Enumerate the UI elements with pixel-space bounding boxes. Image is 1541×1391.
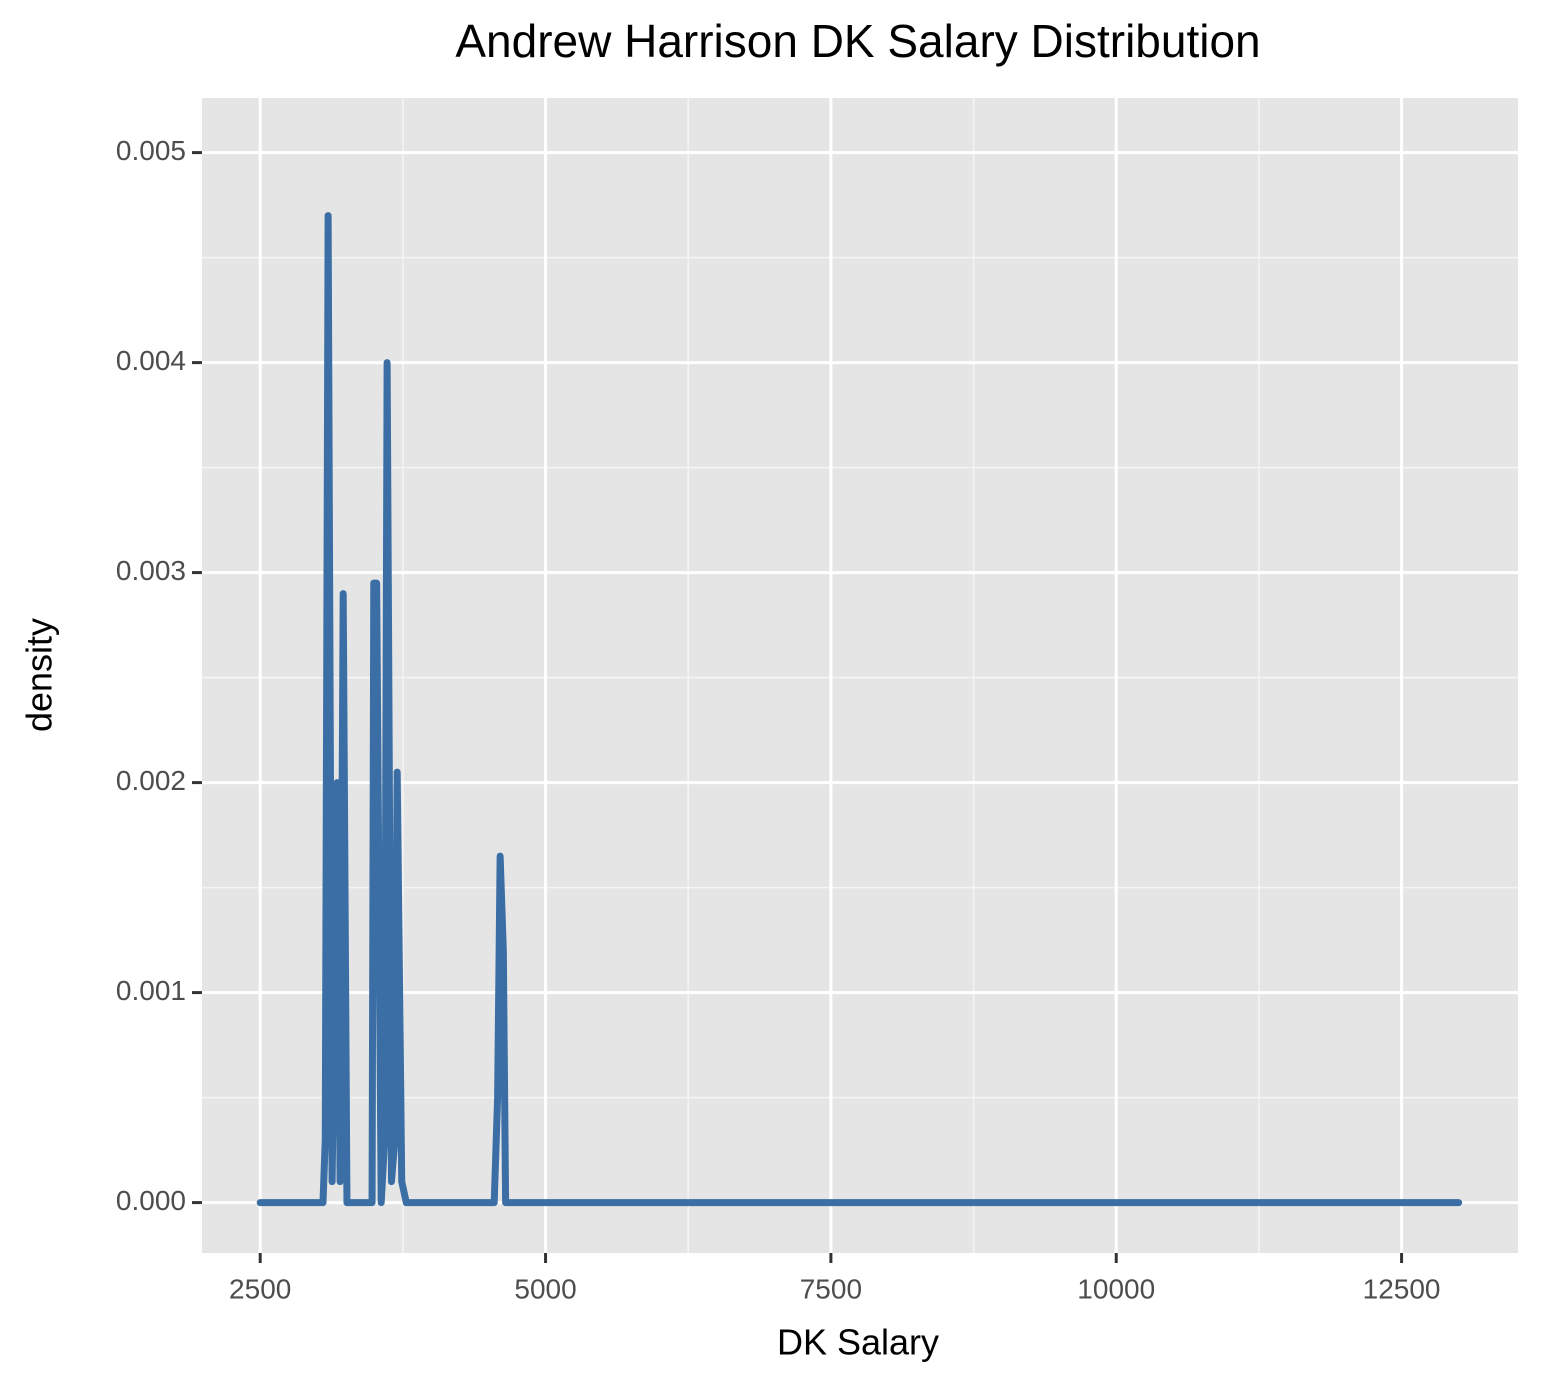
x-tick-label: 10000 — [1077, 1273, 1155, 1304]
x-axis-title: DK Salary — [777, 1322, 939, 1363]
x-tick-label: 2500 — [229, 1273, 291, 1304]
x-tick-label: 7500 — [800, 1273, 862, 1304]
x-tick-label: 12500 — [1363, 1273, 1441, 1304]
y-tick-label: 0.001 — [116, 975, 186, 1006]
y-tick-label: 0.002 — [116, 765, 186, 796]
y-tick-label: 0.005 — [116, 135, 186, 166]
y-tick-label: 0.000 — [116, 1185, 186, 1216]
x-tick-label: 5000 — [514, 1273, 576, 1304]
y-tick-label: 0.003 — [116, 555, 186, 586]
density-line — [256, 212, 1463, 1207]
y-tick-label: 0.004 — [116, 345, 186, 376]
panel — [202, 98, 1518, 1253]
chart-title: Andrew Harrison DK Salary Distribution — [455, 15, 1260, 67]
y-axis-title: density — [19, 618, 60, 732]
